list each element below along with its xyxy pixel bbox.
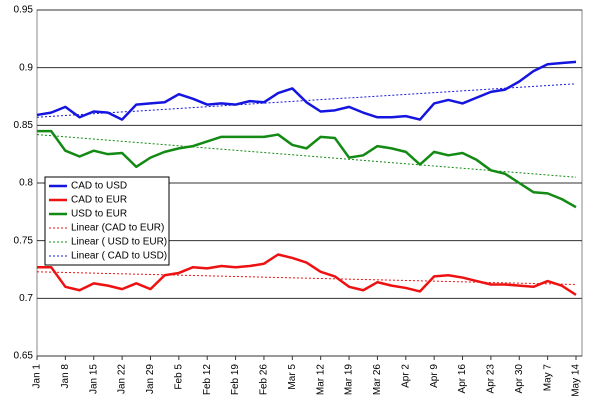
y-tick-label: 0.8 xyxy=(19,178,33,189)
x-tick-label: Apr 2 xyxy=(400,364,411,388)
y-tick-label: 0.9 xyxy=(19,62,33,73)
legend-label: Linear ( USD to EUR) xyxy=(71,237,167,248)
legend-label: CAD to EUR xyxy=(71,195,127,206)
x-tick-label: Feb 12 xyxy=(202,364,213,396)
x-tick-label: Jan 15 xyxy=(88,364,99,394)
x-tick-label: Jan 29 xyxy=(145,364,156,394)
legend-box xyxy=(44,176,170,266)
y-tick-label: 0.95 xyxy=(14,5,34,16)
x-tick-label: Mar 26 xyxy=(372,364,383,396)
x-tick-label: Feb 26 xyxy=(259,364,270,396)
x-tick-label: Apr 23 xyxy=(486,364,497,394)
x-tick-label: Apr 9 xyxy=(429,364,440,388)
x-tick-label: Feb 5 xyxy=(173,364,184,390)
x-tick-label: Jan 22 xyxy=(117,364,128,394)
x-tick-label: Apr 30 xyxy=(514,364,525,394)
x-tick-label: May 14 xyxy=(571,364,582,397)
legend-label: CAD to USD xyxy=(71,181,127,192)
legend-label: Linear ( CAD to USD) xyxy=(71,251,167,262)
legend-label: Linear (CAD to EUR) xyxy=(71,223,164,234)
series-line xyxy=(37,253,577,296)
x-tick-label: May 7 xyxy=(542,364,553,392)
x-tick-label: Jan 1 xyxy=(32,364,43,389)
x-tick-label: Feb 19 xyxy=(230,364,241,396)
legend-label: USD to EUR xyxy=(71,209,127,220)
x-tick-label: Mar 12 xyxy=(315,364,326,396)
x-tick-label: Mar 5 xyxy=(287,364,298,390)
x-tick-label: Apr 16 xyxy=(457,364,468,394)
y-tick-label: 0.75 xyxy=(14,235,34,246)
x-tick-label: Mar 19 xyxy=(344,364,355,396)
series-line xyxy=(37,129,577,209)
y-tick-label: 0.7 xyxy=(19,293,33,304)
y-tick-label: 0.65 xyxy=(14,351,34,362)
x-tick-label: Jan 8 xyxy=(60,364,71,389)
series-line xyxy=(36,60,577,121)
y-tick-label: 0.85 xyxy=(14,120,34,131)
